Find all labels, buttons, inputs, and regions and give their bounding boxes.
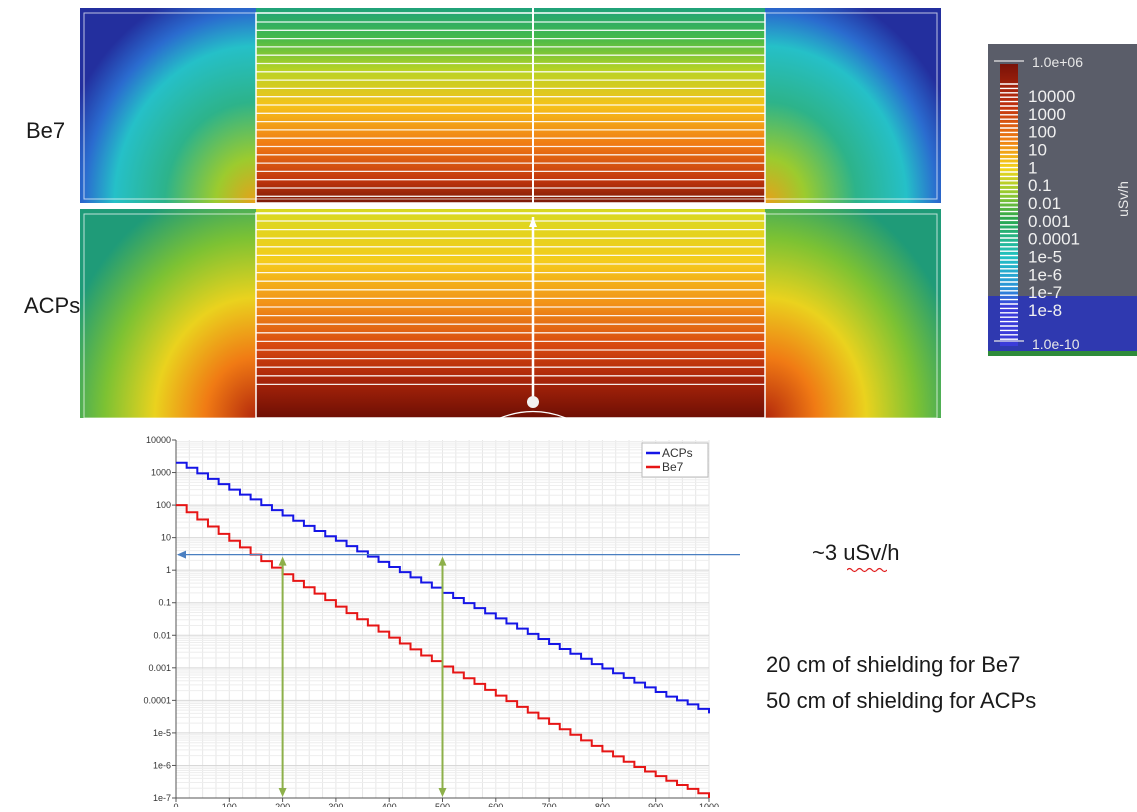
colorbar-unit-label: uSv/h xyxy=(1115,181,1131,217)
marker-arrowhead-top xyxy=(278,556,287,566)
colorbar-tick-label: 0.001 xyxy=(1028,212,1071,231)
y-tick-label: 100 xyxy=(156,500,171,510)
colorbar-tick-label: 1e-8 xyxy=(1028,301,1062,320)
acps-map-label: ACPs xyxy=(24,293,81,318)
marker-arrowhead-top xyxy=(438,556,447,566)
x-tick-label: 800 xyxy=(595,802,610,807)
dose-vs-shielding-chart: 10000 1000 100 10 1 0.1 0.01 0.001 0.0001 1e-5 1e-… xyxy=(120,430,811,812)
x-tick-label: 400 xyxy=(382,802,397,807)
colorbar-tick-label: 1000 xyxy=(1028,105,1066,124)
colorbar-tick-label: 0.1 xyxy=(1028,176,1052,195)
threshold-annotation: ~3 uSv/h xyxy=(812,540,900,565)
colorbar-tick-label: 10000 xyxy=(1028,87,1075,106)
marker-arrowhead-bottom xyxy=(278,788,287,797)
x-tick-label: 500 xyxy=(435,802,450,807)
be7-shielding-note: 20 cm of shielding for Be7 xyxy=(766,652,1021,677)
colorbar-tick-label: 1 xyxy=(1028,158,1037,177)
acps-dose-map-image xyxy=(80,209,941,418)
legend-label: Be7 xyxy=(662,460,684,474)
x-tick-label: 600 xyxy=(488,802,503,807)
colorbar-min-label: 1.0e-10 xyxy=(1032,336,1080,352)
y-tick-label: 1e-7 xyxy=(153,793,171,803)
x-tick-label: 1000 xyxy=(699,802,719,807)
chart-svg: 1000010001001010.10.010.0010.00011e-51e-… xyxy=(143,435,811,812)
x-tick-label: 900 xyxy=(648,802,663,807)
y-tick-label: 10000 xyxy=(146,435,171,445)
y-tick-label: 0.001 xyxy=(148,663,171,673)
y-tick-label: 10 xyxy=(161,533,171,543)
colorbar-tick-label: 1e-6 xyxy=(1028,265,1062,284)
be7-dose-map xyxy=(80,8,941,203)
spellcheck-underline xyxy=(847,567,887,573)
x-tick-label: 200 xyxy=(275,802,290,807)
marker-arrowhead-bottom xyxy=(438,788,447,797)
y-tick-label: 1e-6 xyxy=(153,760,171,770)
colorbar-max-label: 1.0e+06 xyxy=(1032,54,1083,70)
y-tick-label: 1000 xyxy=(151,468,171,478)
y-tick-label: 1 xyxy=(166,565,171,575)
colorbar-tick-label: 1e-5 xyxy=(1028,248,1062,267)
threshold-arrowhead-left xyxy=(177,550,186,559)
acps-shielding-note: 50 cm of shielding for ACPs xyxy=(766,688,1037,713)
colorbar-tick-label: 1e-7 xyxy=(1028,283,1062,302)
colorbar-tick-label: 0.0001 xyxy=(1028,230,1080,249)
y-tick-label: 0.0001 xyxy=(143,695,171,705)
legend-label: ACPs xyxy=(662,446,693,460)
x-tick-label: 100 xyxy=(222,802,237,807)
colorbar-tick-label: 0.01 xyxy=(1028,194,1061,213)
y-tick-label: 0.01 xyxy=(153,630,171,640)
x-tick-label: 300 xyxy=(328,802,343,807)
colorbar-tick-label: 10 xyxy=(1028,141,1047,160)
y-tick-label: 1e-5 xyxy=(153,728,171,738)
acps-dose-map xyxy=(80,209,941,418)
dose-colorbar: 1.0e+06 1.0e-10 10000 1000 100 10 1 0.1 0.01 0.… xyxy=(988,44,1137,356)
be7-map-label: Be7 xyxy=(26,118,66,143)
colorbar-tick-label: 100 xyxy=(1028,123,1056,142)
y-tick-label: 0.1 xyxy=(158,598,171,608)
x-tick-label: 700 xyxy=(542,802,557,807)
legend-box xyxy=(641,442,709,478)
x-tick-label: 0 xyxy=(173,802,178,807)
be7-dose-map-image xyxy=(80,8,941,203)
colorbar-gradient xyxy=(1000,64,1018,346)
